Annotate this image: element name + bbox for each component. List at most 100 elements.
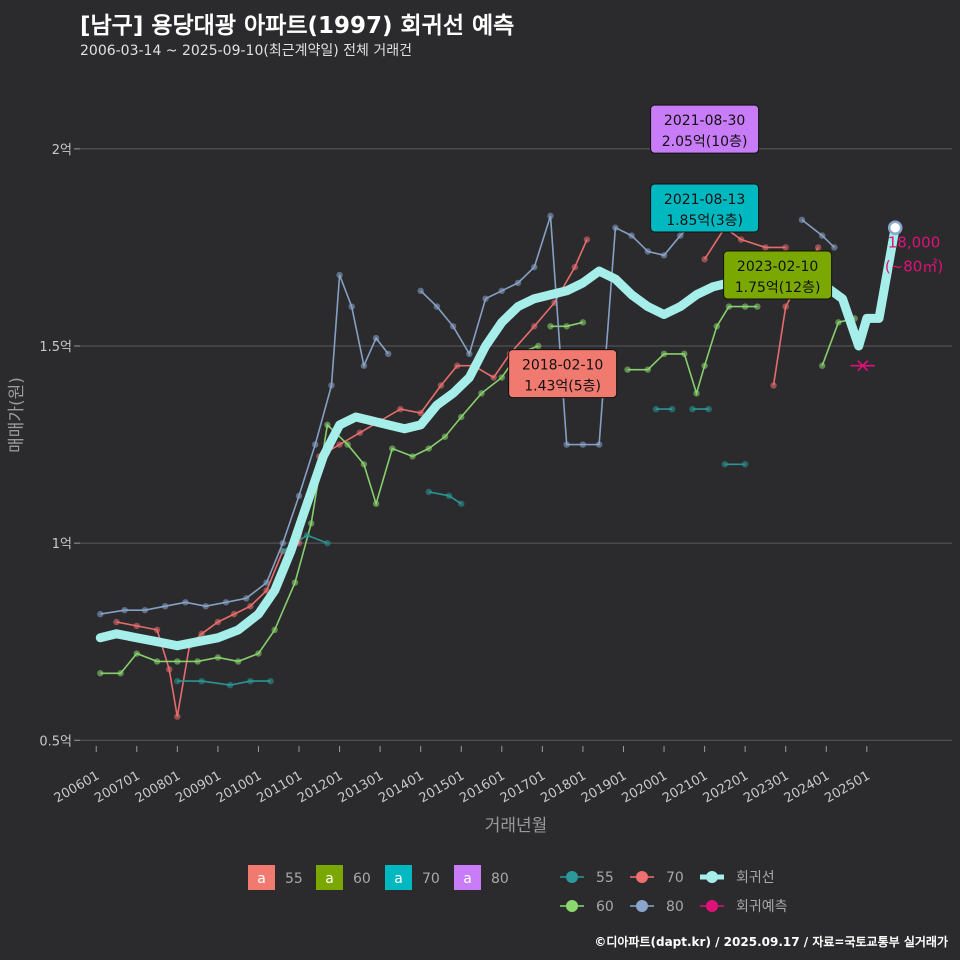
chart-subtitle: 2006-03-14 ~ 2025-09-10(최근계약일) 전체 거래건 (80, 43, 412, 59)
data-point (701, 256, 708, 263)
data-point (579, 441, 587, 448)
annotation-date: 2021-08-13 (664, 192, 745, 208)
data-point (579, 319, 587, 326)
data-point (437, 382, 445, 389)
data-point (263, 587, 270, 594)
x-tick-label: 201201 (295, 768, 345, 806)
legend-swatch-60 (316, 865, 343, 890)
data-point (198, 630, 205, 638)
data-point (153, 658, 161, 665)
data-point (389, 445, 396, 452)
data-point (372, 334, 380, 342)
data-point (819, 232, 826, 239)
data-point (782, 244, 789, 251)
annotation-value: 1.43억(5층) (524, 379, 601, 395)
data-point (372, 500, 380, 507)
data-point (324, 539, 331, 547)
legend-swatch-letter: a (325, 871, 334, 887)
data-point (247, 603, 254, 610)
data-point (547, 323, 554, 330)
data-point (798, 216, 806, 224)
legend-dot-55 (566, 871, 578, 883)
data-point (133, 650, 140, 657)
data-point (214, 654, 222, 661)
series-line-80c (801, 219, 835, 248)
data-point (397, 405, 404, 413)
data-point (417, 409, 424, 417)
data-point (198, 677, 205, 685)
x-tick-label: 201701 (498, 768, 548, 806)
data-point (336, 441, 343, 448)
data-point (433, 303, 441, 310)
x-tick-label: 201101 (255, 768, 305, 806)
annotation-date: 2018-02-10 (522, 358, 603, 374)
x-tick-label: 200901 (173, 768, 223, 806)
data-point (117, 670, 124, 677)
data-point (595, 441, 603, 448)
legend-text-60: 60 (596, 899, 614, 915)
data-point (677, 232, 684, 239)
legend-swatch-letter: a (257, 871, 266, 887)
data-point (668, 405, 676, 413)
data-point (754, 303, 761, 310)
data-point (214, 618, 222, 626)
data-point (458, 413, 465, 421)
data-point (324, 421, 331, 429)
data-point (782, 303, 789, 310)
data-point (174, 713, 181, 720)
prediction-marker (857, 360, 869, 372)
x-tick-label: 202001 (620, 768, 670, 806)
data-point (458, 500, 465, 507)
data-point (482, 295, 489, 302)
legend-label-70: 70 (422, 871, 440, 887)
data-point (425, 488, 432, 496)
annotation-bg (723, 250, 833, 300)
data-point (141, 606, 149, 614)
data-point (182, 599, 189, 606)
data-point (563, 323, 570, 330)
legend-swatch-letter: a (463, 871, 472, 887)
data-point (449, 323, 457, 330)
legend-dot-70 (636, 871, 648, 883)
data-point (737, 236, 745, 243)
x-tick-label: 202201 (701, 768, 751, 806)
data-point (230, 610, 238, 618)
data-point (453, 362, 461, 369)
data-point (831, 244, 838, 251)
data-point (713, 323, 720, 330)
data-point (194, 658, 201, 665)
data-point (563, 441, 570, 448)
data-point (571, 263, 579, 271)
data-point (121, 606, 128, 614)
source-credit: ©디아파트(dapt.kr) / 2025.09.17 / 자료=국토교통부 실… (594, 935, 948, 949)
x-tick-label: 202301 (741, 768, 791, 806)
data-point (328, 382, 335, 389)
annotation-value: 2.05억(10층) (662, 134, 748, 150)
data-point (624, 366, 631, 373)
data-point (247, 677, 254, 685)
annotation-value: 1.75억(12층) (735, 280, 821, 296)
x-tick-label: 201601 (457, 768, 507, 806)
data-point (531, 323, 538, 330)
annotation-box: 2021-08-30 2.05억(10층) (650, 104, 760, 154)
x-tick-label: 202401 (782, 768, 832, 806)
data-point (279, 539, 286, 547)
data-point (360, 461, 368, 468)
data-point (174, 677, 181, 685)
chart-title: [남구] 용당대광 아파트(1997) 회귀선 예측 (80, 13, 515, 39)
x-axis-label: 거래년월 (485, 816, 548, 836)
y-tick-label: 1.5억 (39, 340, 72, 355)
data-point (295, 492, 303, 500)
data-point (291, 579, 299, 586)
data-point (490, 374, 497, 381)
data-point (133, 622, 140, 630)
x-tick-label: 201901 (579, 768, 629, 806)
annotation-bg (508, 349, 618, 399)
data-point (660, 252, 668, 259)
data-point (725, 303, 733, 310)
x-tick-label: 200601 (52, 768, 102, 806)
data-point (478, 390, 485, 397)
data-point (741, 461, 749, 468)
data-point (819, 362, 826, 369)
x-tick-label: 201401 (376, 768, 426, 806)
